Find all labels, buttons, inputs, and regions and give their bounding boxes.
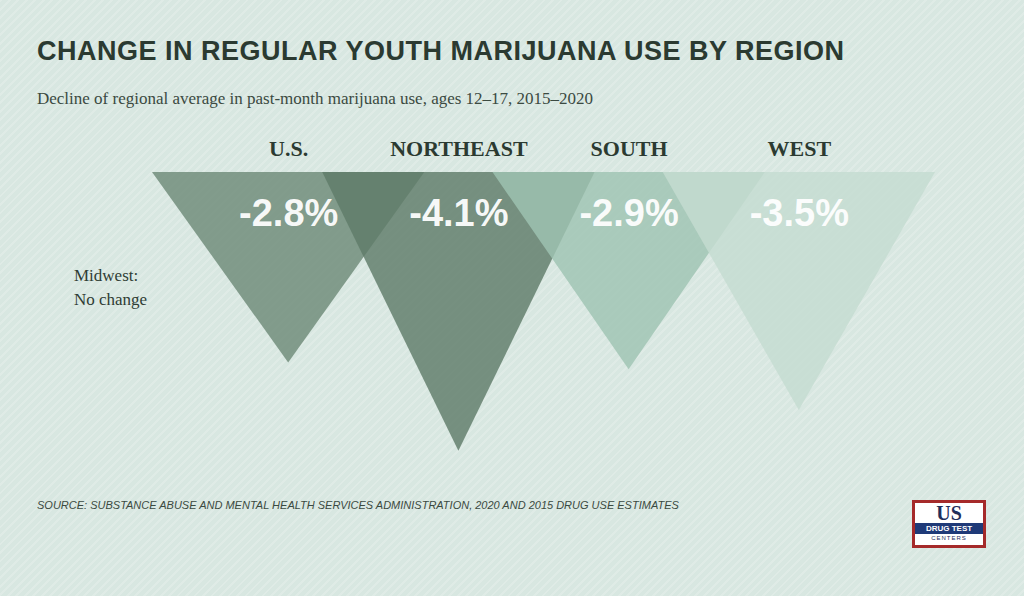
svg-text:-2.9%: -2.9%	[579, 192, 678, 234]
html-text:CHANGE IN REGULAR YOUTH MARIJU: CHANGE IN REGULAR YOUTH MARIJUANA USE BY…	[37, 36, 845, 66]
svg-text:SOUTH: SOUTH	[591, 136, 668, 161]
svg-text:-2.8%: -2.8%	[239, 192, 338, 234]
html-text:DRUG TEST: DRUG TEST	[925, 524, 973, 533]
html-text:SOURCE: SUBSTANCE ABUSE AND ME: SOURCE: SUBSTANCE ABUSE AND MENTAL HEALT…	[37, 499, 679, 511]
svg-text:WEST: WEST	[768, 136, 832, 161]
html-text:Decline of regional average in: Decline of regional average in past-mont…	[37, 89, 594, 108]
svg-text:NORTHEAST: NORTHEAST	[390, 136, 528, 161]
svg-text:-4.1%: -4.1%	[409, 192, 508, 234]
html-text:US: US	[936, 502, 962, 524]
svg-text:U.S.: U.S.	[269, 136, 308, 161]
html-text:CENTERS: CENTERS	[931, 535, 967, 541]
svg-text:-3.5%: -3.5%	[750, 192, 849, 234]
html-text:Midwest: No change: Midwest: No change	[74, 266, 148, 309]
